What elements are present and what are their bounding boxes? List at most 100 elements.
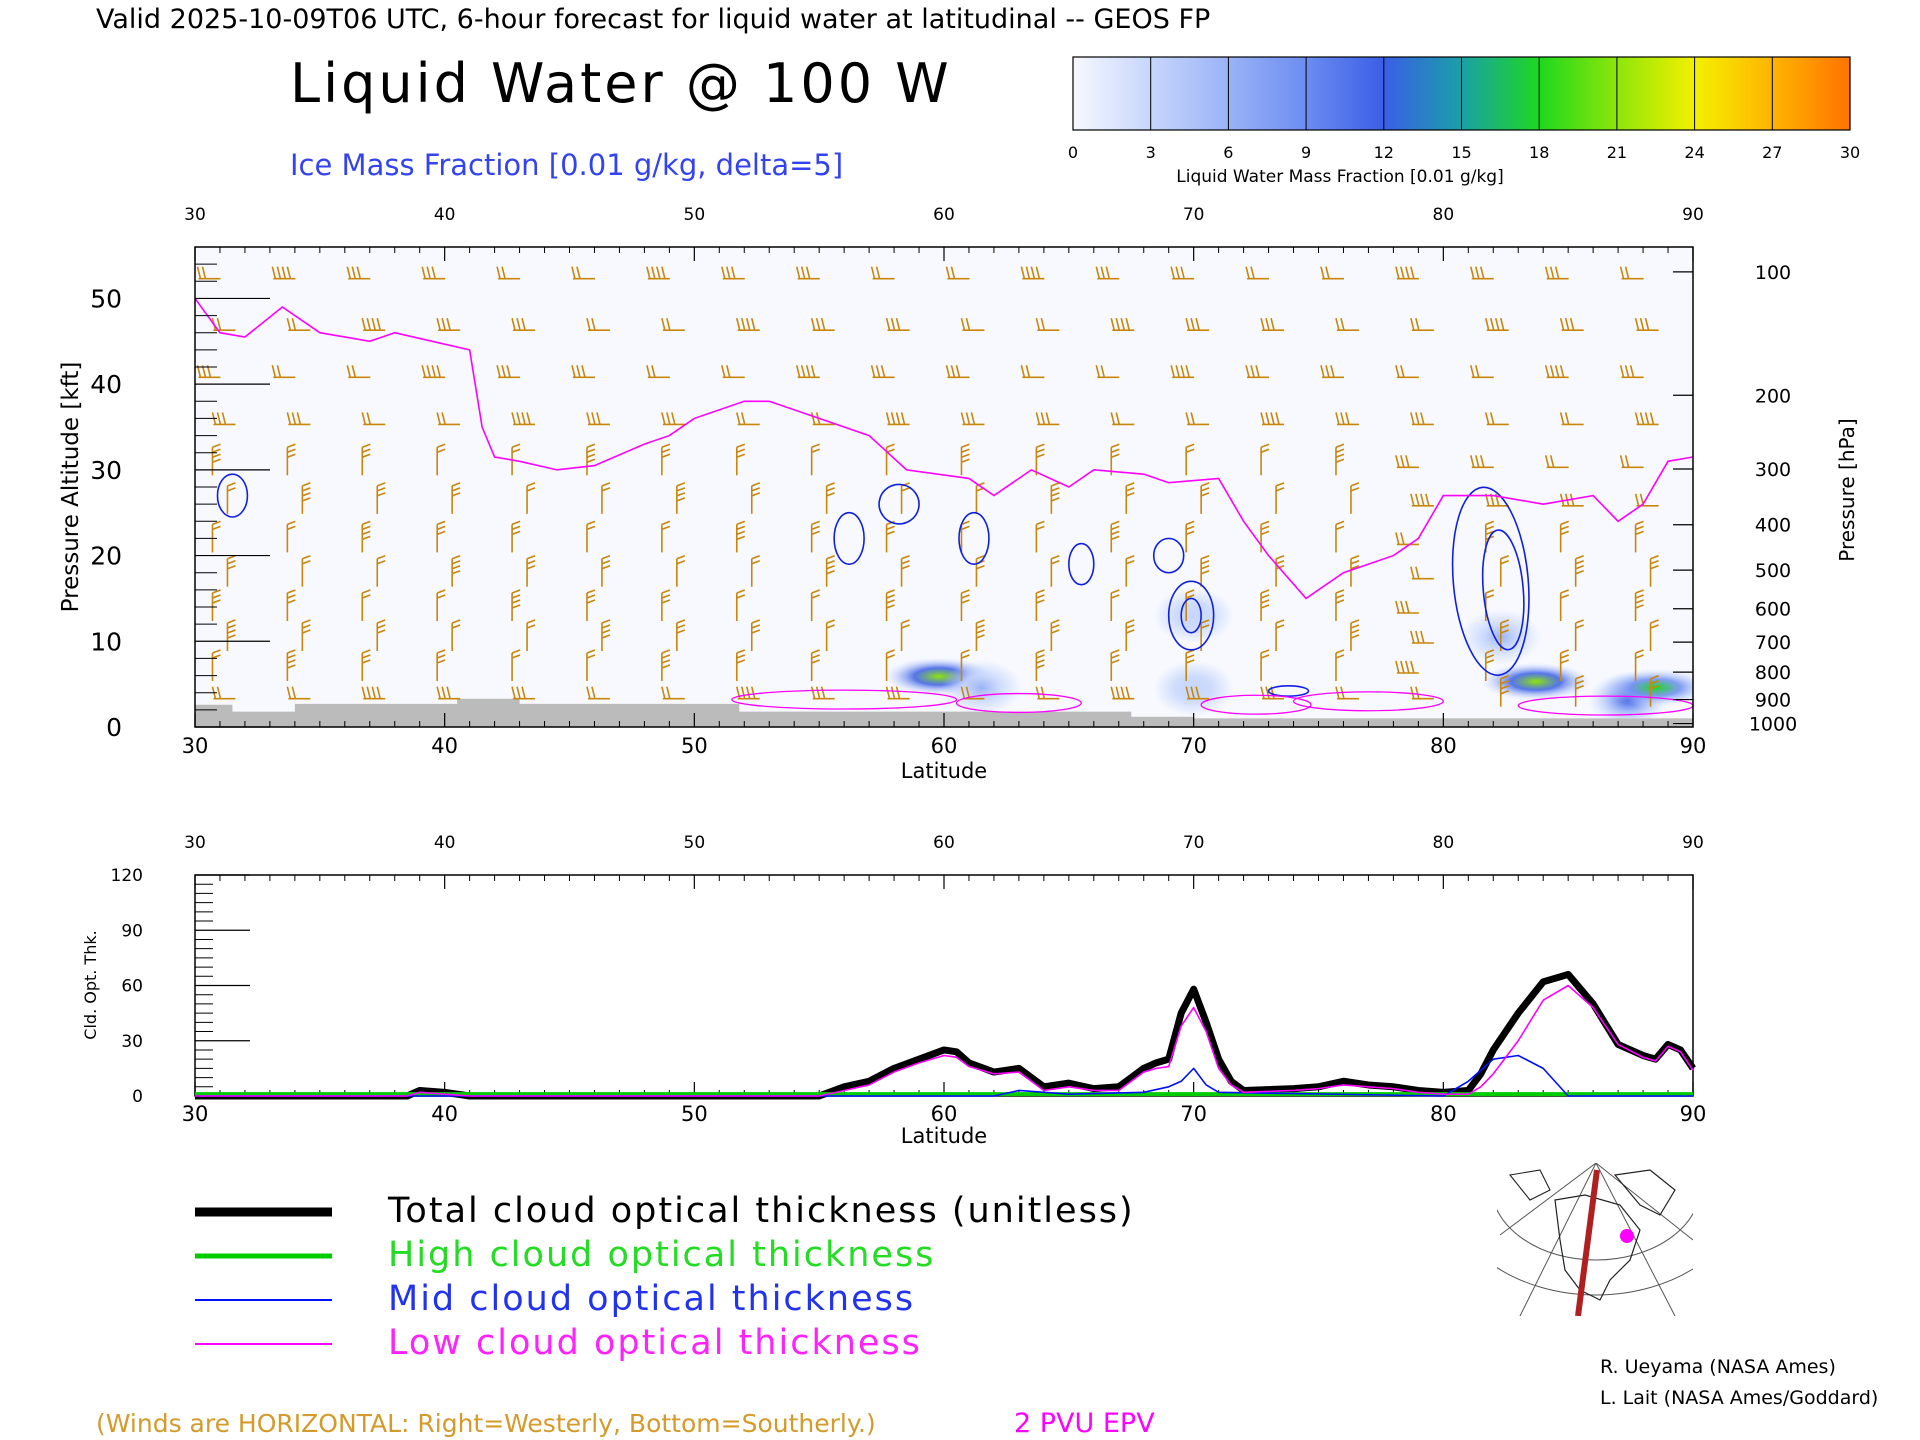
colorbar-tick-label: 15	[1451, 143, 1471, 162]
wind-barb	[211, 412, 236, 426]
x-tick-label: 80	[1430, 1102, 1457, 1126]
wind-barb	[451, 619, 461, 651]
y-tick-label: 0	[106, 713, 122, 742]
wind-barb	[361, 649, 371, 681]
ice-contour	[958, 511, 990, 565]
wind-barb	[1095, 365, 1120, 379]
wind-barb	[1020, 365, 1045, 379]
pressure-tick-label: 200	[1755, 385, 1791, 407]
wind-barb	[601, 554, 611, 587]
wind-barb	[1035, 686, 1060, 700]
wind-barb	[1170, 365, 1195, 379]
wind-barb	[436, 520, 446, 553]
colorbar-frame	[1072, 56, 1851, 131]
x-tick-label-top: 80	[1433, 205, 1455, 225]
ice-contour	[1267, 685, 1310, 697]
wind-barb	[810, 649, 820, 681]
wind-barb	[1574, 674, 1584, 707]
x-tick-label: 70	[1180, 1102, 1207, 1126]
y-tick-label: 20	[90, 542, 122, 571]
wind-barb	[1559, 493, 1584, 507]
wind-barb	[1574, 619, 1584, 651]
colorbar-tick-label: 9	[1301, 143, 1311, 162]
wind-barb	[361, 443, 371, 476]
wind-barb	[1544, 455, 1569, 469]
colorbar-segment	[1306, 57, 1385, 130]
wind-barb	[885, 589, 895, 621]
pressure-tick-label: 1000	[1749, 714, 1797, 736]
wind-barb	[1125, 482, 1135, 514]
wind-barb	[960, 649, 970, 681]
wind-barb	[1335, 412, 1359, 426]
wind-barb	[1499, 674, 1510, 707]
pressure-tick-label: 500	[1755, 560, 1791, 582]
series-low-cloud	[195, 984, 1694, 1097]
wind-barb	[1574, 554, 1584, 587]
wind-barb	[945, 365, 970, 379]
wind-barb	[1035, 589, 1045, 621]
wind-barb	[511, 317, 536, 331]
wind-barb	[1335, 443, 1345, 476]
bottom-plot-area	[194, 874, 1694, 1097]
wind-barb	[586, 649, 596, 681]
wind-barb	[885, 686, 910, 700]
colorbar-segment	[1383, 57, 1462, 130]
wind-barb	[421, 266, 446, 280]
top-xlabel: Latitude	[901, 759, 987, 783]
wind-barb	[1544, 266, 1569, 280]
wind-barb	[1484, 317, 1509, 331]
wind-barb	[735, 589, 746, 621]
ice-contour	[1451, 486, 1530, 677]
wind-barb	[1035, 412, 1060, 426]
x-tick-label-top: 60	[933, 833, 955, 853]
wind-barb	[511, 589, 521, 621]
wind-barb	[436, 686, 461, 700]
wind-barb	[735, 686, 760, 700]
wind-barb	[1634, 520, 1644, 553]
wind-barb	[870, 266, 895, 280]
wind-barb	[721, 365, 745, 379]
wind-barb	[1260, 589, 1270, 621]
wind-barb	[376, 554, 386, 587]
wind-barb	[601, 482, 611, 514]
wind-barb	[1095, 266, 1120, 280]
wind-barb	[1035, 317, 1060, 331]
wind-barb	[586, 443, 596, 476]
colorbar-segment	[1616, 57, 1696, 130]
wind-barb	[661, 412, 685, 426]
y-tick-label: 0	[132, 1087, 143, 1107]
colorbar-tick-label: 6	[1223, 143, 1233, 162]
epv-2pvu-line	[195, 297, 1693, 600]
wind-barb	[301, 554, 311, 587]
colorbar-tick-label: 30	[1840, 143, 1860, 162]
wind-barb	[361, 589, 371, 621]
y-tick-label: 50	[90, 284, 122, 313]
wind-barb	[496, 266, 521, 280]
wind-barb	[511, 649, 521, 681]
wind-barb	[1035, 649, 1045, 681]
legend-label-low: Low cloud optical thickness	[388, 1323, 922, 1363]
x-tick-label: 60	[931, 1102, 958, 1126]
wind-barb	[1050, 554, 1060, 587]
wind-barb	[1035, 443, 1045, 476]
wind-barb	[286, 317, 311, 331]
wind-barb	[361, 317, 386, 331]
y-tick-label: 120	[111, 866, 143, 886]
liquid-water-area	[1480, 662, 1591, 701]
wind-barb	[885, 649, 895, 681]
x-tick-label: 30	[182, 1102, 209, 1126]
wind-barb	[211, 443, 221, 476]
x-tick-label-top: 80	[1433, 833, 1455, 853]
epv-contour	[1517, 695, 1693, 716]
wind-barb	[1484, 412, 1509, 426]
wind-barb	[1050, 619, 1060, 651]
wind-barb	[810, 317, 835, 331]
top-ylabel: Pressure Altitude [kft]	[58, 362, 84, 613]
wind-barb	[1335, 649, 1345, 681]
x-tick-label: 90	[1680, 734, 1707, 758]
wind-barb	[1410, 630, 1434, 644]
pressure-tick-label: 700	[1755, 632, 1791, 654]
wind-barb	[1020, 266, 1045, 280]
wind-barb	[526, 482, 536, 514]
wind-barb	[1125, 554, 1135, 587]
